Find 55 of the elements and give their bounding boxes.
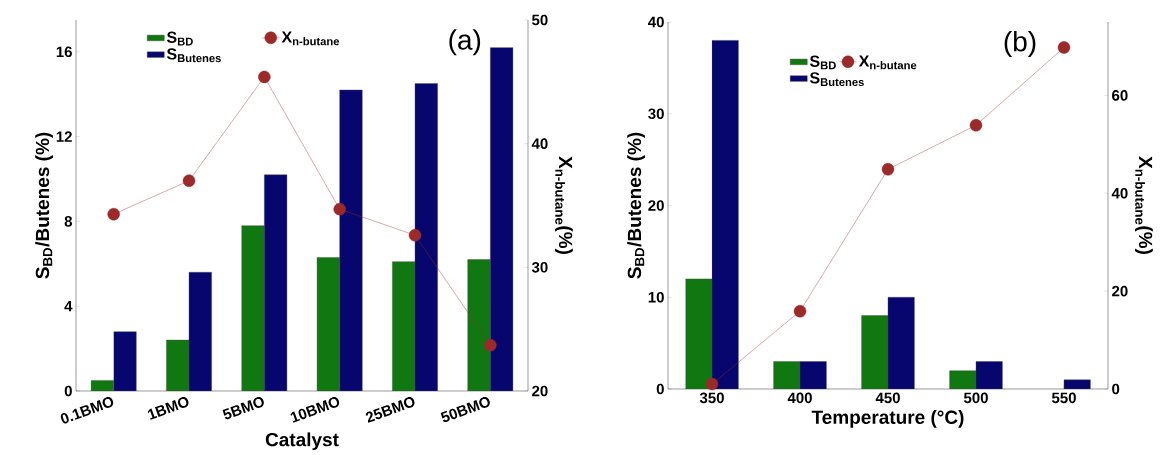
point <box>705 377 719 391</box>
y-tick-label: 12 <box>56 131 72 142</box>
y2-tick-label: 0 <box>1112 383 1120 395</box>
y-tick-label: 4 <box>64 301 73 312</box>
point <box>969 119 983 132</box>
x-tick-label: 50BMO <box>440 397 490 423</box>
legend-label: S$_{Butenes}$ <box>809 72 864 87</box>
y2-tick-label: 50 <box>531 14 548 26</box>
point <box>484 339 497 352</box>
y-tick-label: 0 <box>656 383 664 395</box>
y-tick-label: 20 <box>648 200 664 211</box>
point <box>881 163 895 176</box>
annotation: (a) <box>449 29 481 56</box>
y-tick-label: 16 <box>56 46 72 58</box>
y-tick-label: 10 <box>648 291 664 303</box>
x-axis-title: Temperature (°C) <box>811 410 964 428</box>
x-axis-title: Catalyst <box>265 432 339 451</box>
y2-tick-label: 20 <box>1112 285 1128 297</box>
point <box>182 174 196 187</box>
y2-tick-label: 30 <box>531 262 548 273</box>
y2-axis-title: X$_{n-butane}$(%) <box>555 156 573 254</box>
legend-label: X$_{n-butane}$ <box>281 31 340 46</box>
annotation: (b) <box>1004 30 1036 58</box>
x-tick-label: 400 <box>787 392 812 404</box>
point <box>408 228 422 242</box>
bar <box>711 40 739 389</box>
x-tick-label: 5BMO <box>222 397 264 420</box>
point <box>1057 41 1071 54</box>
y-tick-label: 8 <box>64 216 73 227</box>
legend-label: S$_{BD}$ <box>809 55 836 70</box>
point <box>107 207 120 221</box>
y-tick-label: 0 <box>64 385 72 397</box>
y2-tick-label: 60 <box>1112 90 1128 101</box>
y2-tick-label: 40 <box>1111 187 1128 199</box>
legend-label: X$_{n-butane}$ <box>858 55 917 70</box>
y2-tick-label: 40 <box>531 138 548 149</box>
y2-axis-title: X$_{n-butane}$(%) <box>1135 156 1153 254</box>
x-tick-label: 450 <box>875 392 900 404</box>
x-tick-label: 500 <box>963 392 988 404</box>
legend-label: S$_{BD}$ <box>166 31 193 46</box>
x-tick-label: 550 <box>1051 392 1076 404</box>
x-tick-label: 350 <box>699 392 724 404</box>
bar <box>887 297 915 389</box>
y-tick-label: 40 <box>648 16 664 28</box>
bar <box>685 278 713 389</box>
y-axis-title: S$_{BD}$/Butenes (%) <box>627 132 645 279</box>
legend-label: S$_{Butenes}$ <box>166 48 221 63</box>
point <box>793 304 807 318</box>
point <box>258 70 271 84</box>
y2-tick-label: 20 <box>532 385 548 397</box>
point <box>333 203 346 216</box>
y-tick-label: 30 <box>648 108 664 120</box>
x-tick-label: 1BMO <box>147 397 189 420</box>
bar <box>861 315 889 389</box>
y-axis-title: S$_{BD}$/Butenes (%) <box>35 132 53 279</box>
